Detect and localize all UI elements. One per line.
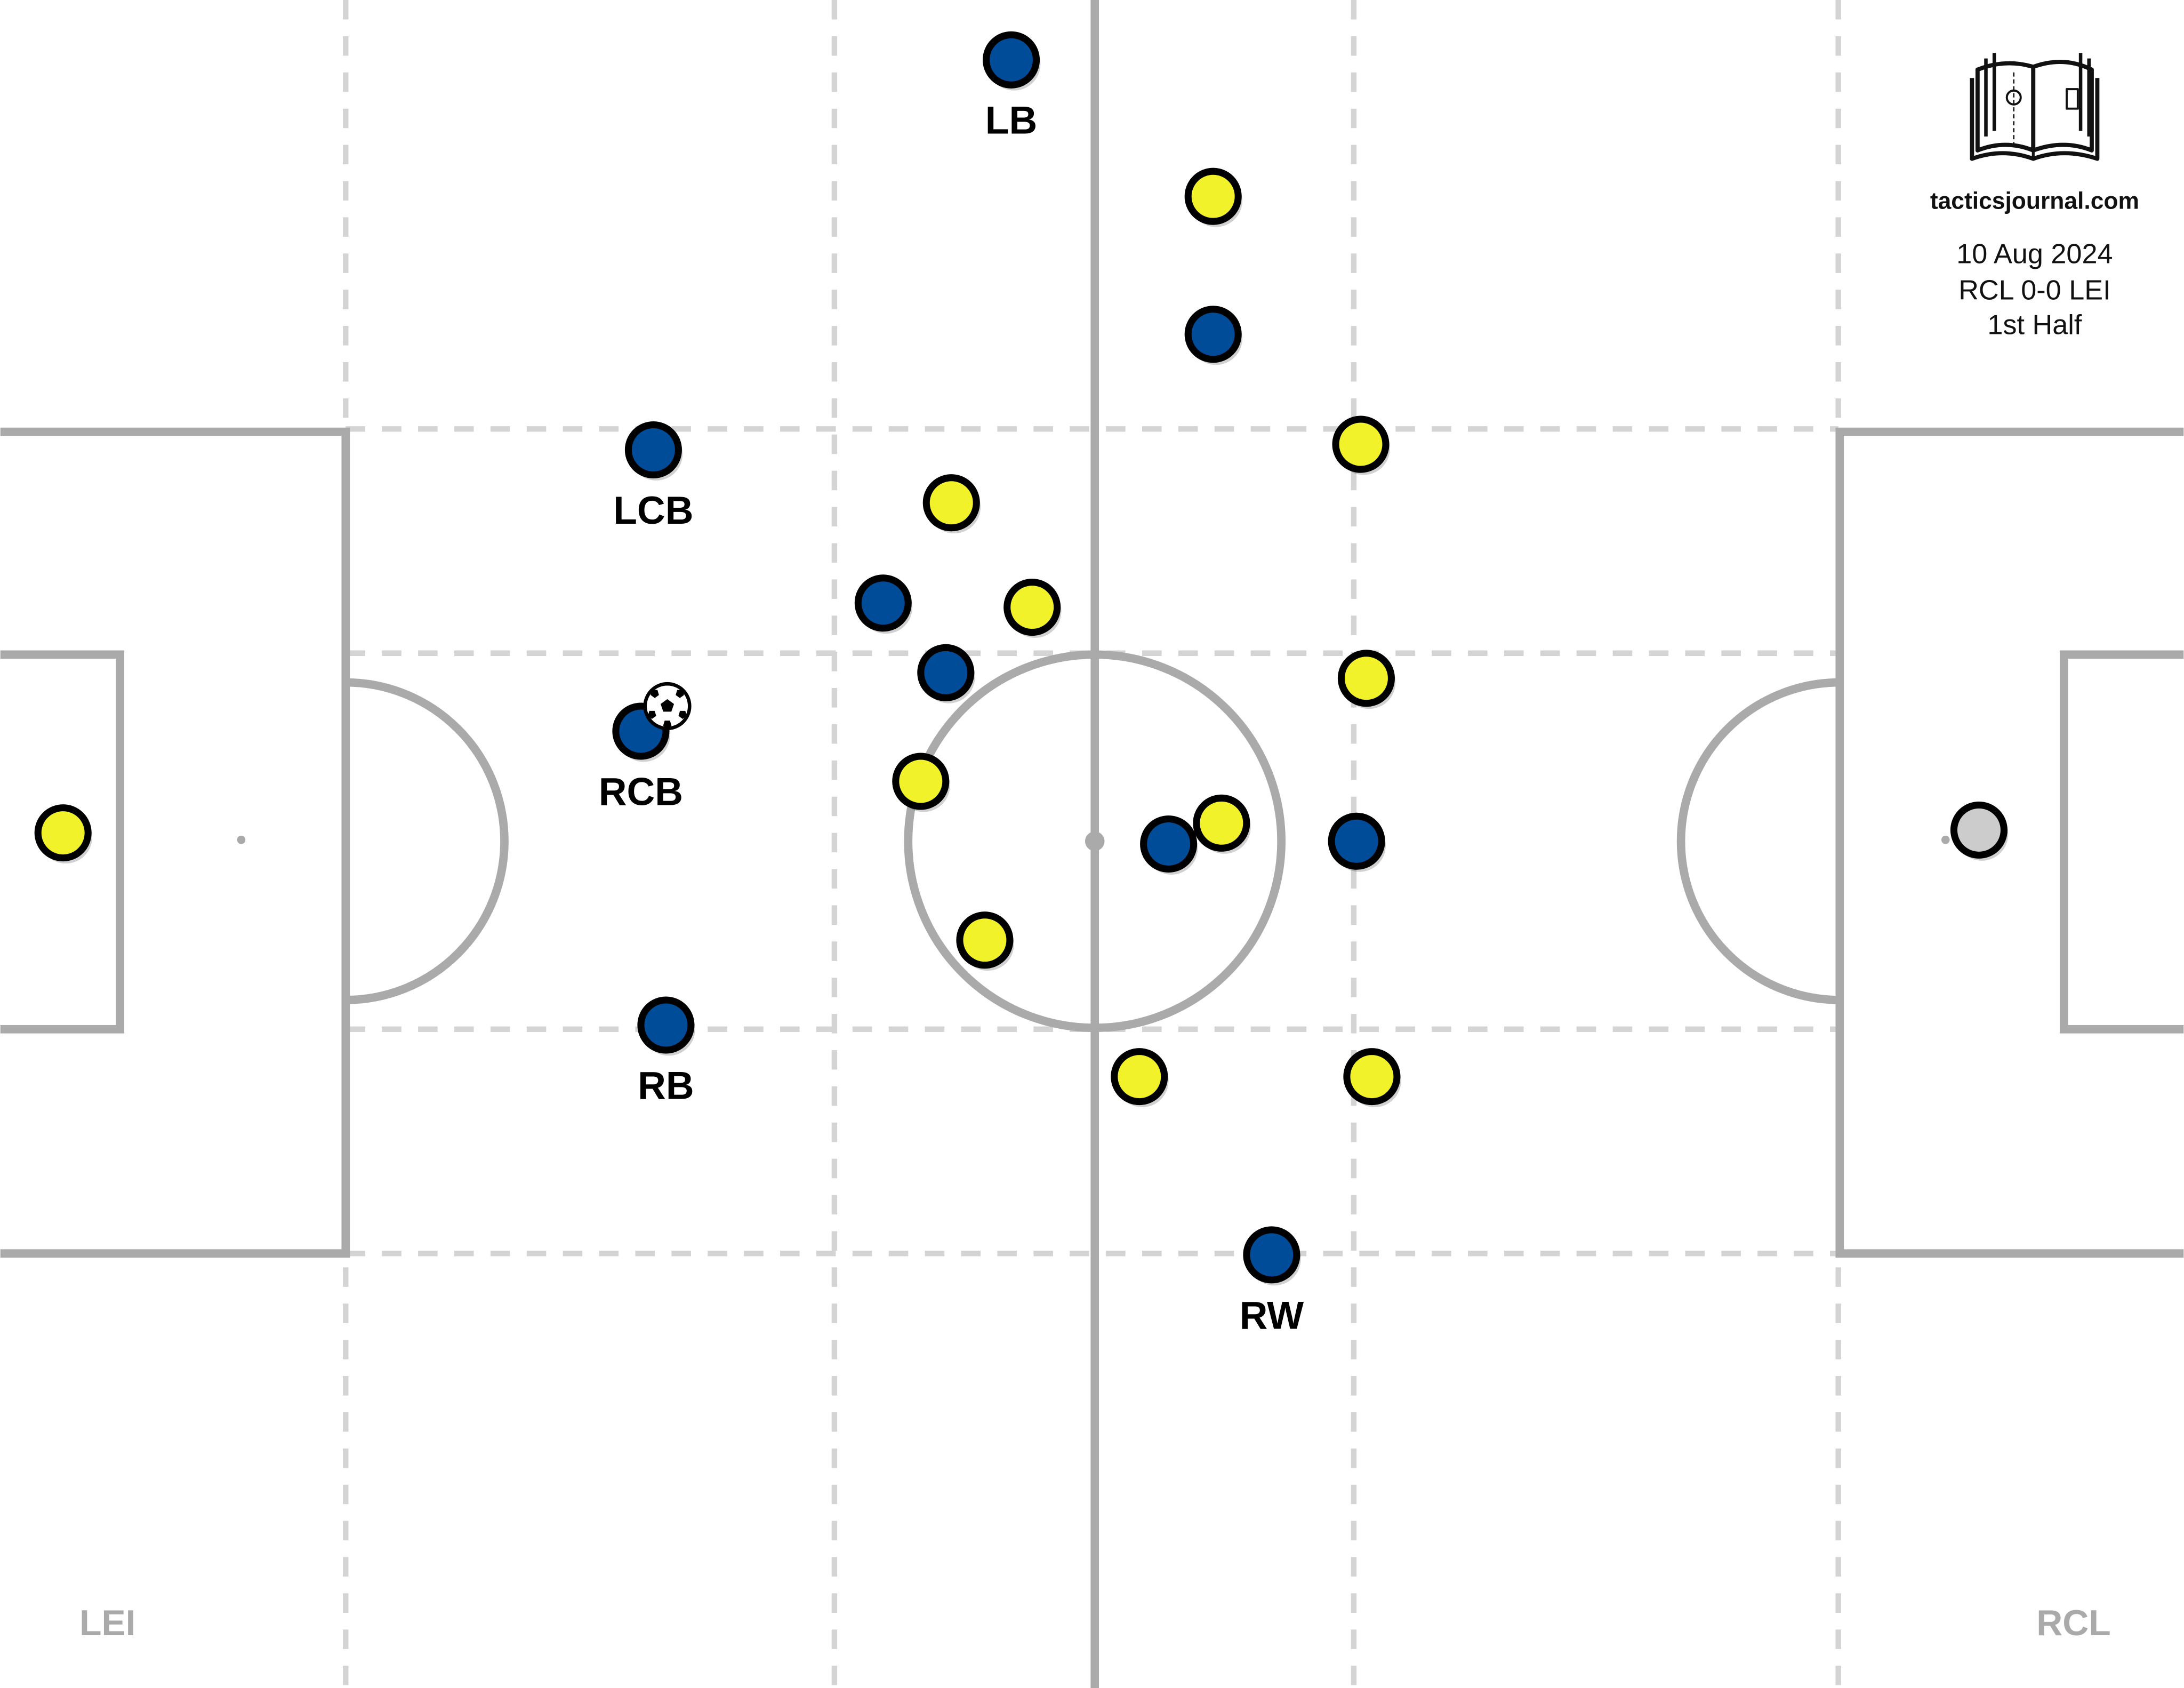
player-marker (1337, 650, 1395, 707)
right-six-yard-box (2059, 650, 2184, 1034)
home-player: LCB (613, 421, 694, 532)
center-circle (904, 650, 1286, 1033)
home-player (1184, 306, 1243, 365)
away-player (1343, 1048, 1401, 1108)
right-penalty-spot (1941, 835, 1950, 844)
home-player (917, 644, 975, 703)
match-date: 10 Aug 2024 (1956, 239, 2113, 270)
football-icon (643, 682, 692, 731)
player-label: RCB (599, 770, 683, 813)
away-player (34, 804, 93, 864)
players-layer: LB LCB RCB RB RW (34, 31, 2009, 1337)
player-label: LCB (613, 489, 693, 532)
player-marker (1111, 1048, 1168, 1106)
away-player (892, 753, 950, 812)
player-marker (1140, 815, 1198, 873)
player-marker (1184, 306, 1242, 363)
player-marker (1193, 794, 1250, 852)
away-player (1193, 794, 1251, 854)
away-player (1332, 415, 1390, 475)
player-marker (917, 644, 975, 701)
open-book-pitch-icon (1970, 53, 2100, 161)
home-player: RCB (599, 682, 692, 813)
left-team-label: LEI (79, 1603, 136, 1643)
home-player (1140, 815, 1198, 875)
away-player (1003, 579, 1062, 638)
home-player: LB (983, 31, 1041, 142)
goalkeeper (1950, 801, 2009, 861)
away-player (1184, 167, 1243, 227)
home-player (854, 574, 913, 634)
match-score: RCL 0-0 LEI (1958, 275, 2110, 306)
player-marker (1328, 812, 1385, 870)
home-player: RW (1240, 1226, 1304, 1337)
player-marker (956, 911, 1014, 969)
right-penalty-arc (1676, 678, 1840, 1004)
away-player (922, 474, 981, 534)
player-marker (1184, 167, 1242, 225)
left-penalty-area (0, 427, 350, 1258)
home-player (1328, 812, 1386, 872)
player-marker (983, 31, 1040, 89)
player-marker (34, 804, 92, 862)
player-label: LB (985, 99, 1037, 142)
player-marker (624, 421, 682, 479)
player-marker (637, 996, 695, 1054)
left-six-yard-box (0, 650, 125, 1034)
left-penalty-spot (237, 835, 246, 844)
player-label: RB (638, 1064, 694, 1107)
player-marker (1332, 415, 1390, 473)
right-team-label: RCL (2036, 1603, 2111, 1643)
player-marker (922, 474, 980, 532)
away-player (1337, 650, 1396, 709)
player-marker (1003, 579, 1061, 636)
player-marker (1243, 1226, 1300, 1284)
player-marker (1343, 1048, 1401, 1106)
home-player: RB (637, 996, 695, 1107)
match-period: 1st Half (1987, 310, 2082, 341)
player-label: RW (1240, 1294, 1304, 1337)
player-marker (892, 753, 950, 810)
player-marker (854, 574, 912, 632)
right-penalty-area (1835, 427, 2184, 1258)
player-marker (1950, 801, 2008, 859)
away-player (1111, 1048, 1169, 1108)
left-penalty-arc (346, 678, 509, 1004)
center-spot (1085, 831, 1105, 851)
site-name: tacticsjournal.com (1930, 188, 2139, 214)
away-player (956, 911, 1014, 971)
